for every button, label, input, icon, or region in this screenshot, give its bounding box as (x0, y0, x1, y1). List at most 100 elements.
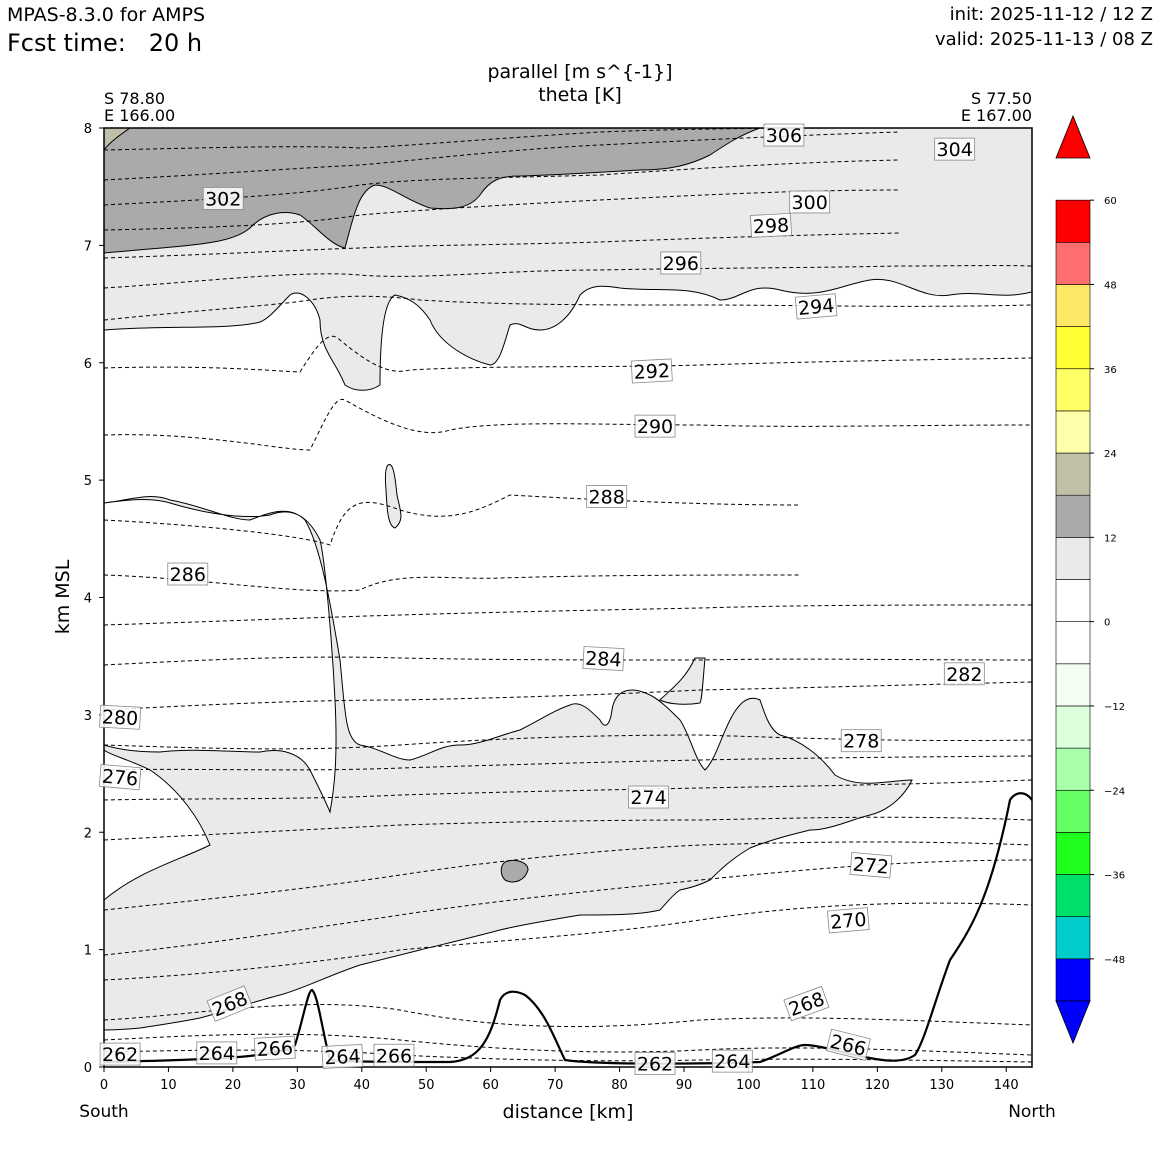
colorbar-segment (1055, 789, 1091, 833)
colorbar-segment (1055, 494, 1091, 538)
colorbar-segment (1055, 326, 1091, 370)
end-lon: E 167.00 (961, 106, 1032, 125)
contour-label: 266 (373, 1043, 415, 1067)
x-axis-label: distance [km] (503, 1101, 634, 1123)
x-tick-label: 90 (676, 1078, 693, 1093)
colorbar: 60 48 36 24 12 0 −12 −24 −36 −48 (1055, 114, 1125, 1045)
colorbar-tick-label: 48 (1104, 280, 1117, 291)
contour-label-text: 304 (937, 139, 973, 161)
y-tick-label: 5 (84, 474, 92, 489)
forecast-time-label: Fcst time: (7, 29, 126, 57)
contour-label-box (586, 485, 628, 508)
contour-label: 288 (586, 485, 628, 509)
y-axis-ticks: 0 1 2 3 4 5 6 7 8 (84, 122, 104, 1076)
contour-label-text: 292 (633, 360, 670, 384)
contour-label-text: 264 (324, 1046, 361, 1070)
contour-label-box (630, 358, 673, 384)
contour-label-text: 276 (101, 766, 139, 791)
terrain-line (104, 792, 1032, 1065)
contour-label: 274 (628, 785, 669, 809)
contour-label-box (582, 646, 625, 671)
chart-title-line1: parallel [m s^{-1}] (487, 61, 672, 83)
contour-label-box (825, 1028, 871, 1061)
x-axis-ticks: 0 10 20 30 40 50 60 70 80 90 100 110 120 130 140 (100, 1067, 1019, 1093)
contour-label-text: 266 (256, 1037, 293, 1061)
start-lat: S 78.80 (104, 89, 165, 108)
x-tick-label: 30 (289, 1078, 306, 1093)
colorbar-segment (1055, 621, 1091, 665)
colorbar-tick-label: 0 (1104, 618, 1110, 629)
contour-label-box (783, 985, 830, 1022)
contour-label: 278 (840, 729, 882, 753)
x-tick-label: 140 (994, 1078, 1019, 1093)
colorbar-segment (1055, 832, 1091, 875)
contour-label-text: 300 (792, 192, 828, 214)
contour-label-text: 270 (829, 909, 867, 934)
contour-label-box (253, 1035, 296, 1061)
contour-label: 276 (98, 763, 142, 791)
x-tick-label: 70 (547, 1078, 564, 1093)
contour-label-text: 266 (376, 1045, 412, 1067)
shade-blob-dark (500, 859, 529, 883)
y-tick-label: 8 (84, 122, 92, 137)
contour-label: 292 (630, 358, 673, 384)
colorbar-extend-top (1055, 114, 1091, 159)
y-axis-label: km MSL (52, 559, 74, 634)
contour-label: 266 (825, 1028, 871, 1061)
x-left-label: South (79, 1102, 128, 1122)
shade-lower-6-12 (104, 496, 913, 1031)
contour-label-text: 286 (170, 564, 206, 586)
x-tick-label: 80 (611, 1078, 628, 1093)
colorbar-segment (1055, 747, 1091, 791)
start-lon: E 166.00 (104, 106, 175, 125)
colorbar-segment (1055, 663, 1091, 707)
valid-time: valid: 2025-11-13 / 08 Z (935, 29, 1153, 50)
contour-label-box (628, 785, 669, 809)
contour-label: 284 (582, 646, 625, 671)
contour-label-text: 262 (637, 1053, 673, 1075)
contour-label-box (934, 137, 976, 161)
contour-label: 298 (750, 212, 792, 238)
x-tick-label: 0 (100, 1078, 108, 1093)
x-tick-label: 100 (736, 1078, 761, 1093)
colorbar-tick-label: 36 (1104, 365, 1117, 376)
colorbar-tick-label: −24 (1104, 786, 1125, 797)
contour-label: 280 (99, 704, 142, 730)
x-tick-label: 110 (800, 1078, 825, 1093)
contour-label-text: 274 (630, 787, 666, 809)
contour-label-text: 264 (199, 1043, 235, 1065)
colorbar-segment (1055, 874, 1091, 917)
contour-label-box (789, 190, 831, 214)
contour-label-box (196, 1041, 238, 1065)
colorbar-segment (1055, 705, 1091, 749)
contour-label: 294 (794, 293, 838, 320)
colorbar-segment (1055, 368, 1091, 412)
contour-label-box (321, 1043, 364, 1069)
contour-label-text: 280 (101, 706, 138, 730)
contour-label-box (794, 293, 838, 320)
contour-label-box (711, 1049, 753, 1073)
plot-area (104, 128, 1032, 1067)
contour-label-box (763, 123, 805, 147)
chart-title-line2: theta [K] (538, 84, 622, 106)
contour-label-text: 282 (946, 664, 982, 686)
colorbar-tick-label: −12 (1104, 702, 1125, 713)
contour-label: 262 (634, 1052, 676, 1075)
model-label: MPAS-8.3.0 for AMPS (7, 4, 206, 26)
colorbar-tick-label: 12 (1104, 533, 1117, 544)
colorbar-tick-label: −48 (1104, 955, 1125, 966)
contour-label-box (98, 763, 142, 791)
x-right-label: North (1008, 1102, 1056, 1122)
contour-label-box (634, 414, 676, 438)
shade-12-18 (104, 128, 761, 254)
contour-label-box (634, 1052, 676, 1075)
contour-label: 306 (763, 123, 805, 147)
contour-label-text: 306 (766, 125, 802, 147)
forecast-time: Fcst time: 20 h (7, 29, 202, 57)
contour-label-text: 272 (852, 854, 890, 879)
contour-label-text: 288 (589, 487, 625, 509)
colorbar-segment (1055, 916, 1091, 960)
contour-label: 296 (660, 251, 702, 275)
contour-label-box (99, 704, 142, 730)
